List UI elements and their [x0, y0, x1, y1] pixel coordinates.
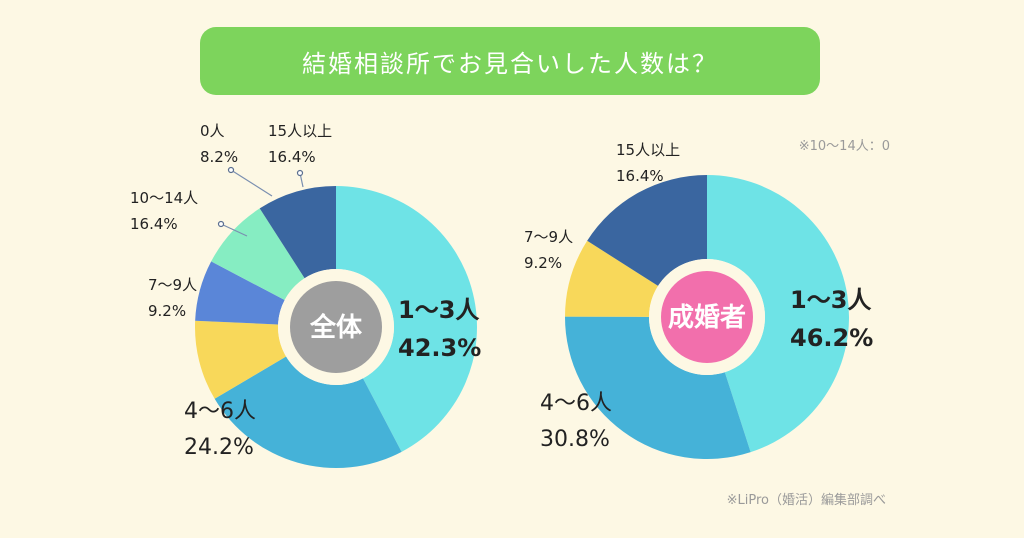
label-1-1-category: 4〜6人: [540, 391, 612, 416]
slice-0-3: [195, 261, 285, 325]
label-0-5-category: 15人以上: [268, 122, 332, 140]
slice-0-4: [211, 208, 305, 301]
label-0-1-percent: 24.2%: [184, 435, 254, 460]
label-0-3-category: 10〜14人: [130, 189, 198, 207]
slice-1-1: [565, 316, 751, 459]
center-disc: [661, 271, 753, 363]
label-0-4-percent: 8.2%: [200, 148, 238, 166]
leader-dot: [227, 166, 235, 174]
label-0-4-category: 0人: [200, 122, 225, 140]
slice-1-2: [565, 240, 659, 317]
label-1-2-percent: 9.2%: [524, 254, 562, 272]
center-label: 成婚者: [668, 303, 746, 333]
label-0-0-percent: 42.3%: [398, 334, 481, 362]
center-label: 全体: [309, 312, 363, 343]
label-0-3-percent: 16.4%: [130, 215, 178, 233]
label-1-1-percent: 30.8%: [540, 427, 610, 452]
slice-0-1: [214, 356, 402, 468]
label-1-3-percent: 16.4%: [616, 167, 664, 185]
slice-1-3: [587, 175, 707, 286]
slice-0-0: [336, 186, 477, 452]
leader-line: [230, 169, 273, 197]
label-1-2-category: 7〜9人: [524, 228, 573, 246]
source-note: ※LiPro（婚活）編集部調べ: [727, 492, 886, 508]
center-disc: [290, 281, 382, 373]
label-0-5-percent: 16.4%: [268, 148, 316, 166]
leader-dot: [296, 169, 304, 177]
label-0-1-category: 4〜6人: [184, 399, 256, 424]
chart-title: 結婚相談所でお見合いした人数は？: [302, 49, 718, 78]
pie-chart-2: 成婚者: [565, 175, 849, 459]
label-0-2-percent: 9.2%: [148, 302, 186, 320]
label-1-0-percent: 46.2%: [790, 324, 873, 352]
leader-line: [220, 223, 248, 237]
label-0-2-category: 7〜9人: [148, 276, 197, 294]
slice-1-0: [707, 175, 849, 453]
slice-0-2: [194, 320, 287, 399]
label-1-0-category: 1〜3人: [790, 286, 871, 314]
slice-0-5: [259, 186, 336, 279]
label-1-3-category: 15人以上: [616, 141, 680, 159]
note-zero: ※10〜14人：0: [799, 139, 890, 154]
leader-dot: [217, 220, 225, 228]
pie-chart-1: 全体: [194, 186, 477, 468]
label-0-0-category: 1〜3人: [398, 296, 479, 324]
title-bar: 結婚相談所でお見合いした人数は？: [200, 27, 820, 95]
